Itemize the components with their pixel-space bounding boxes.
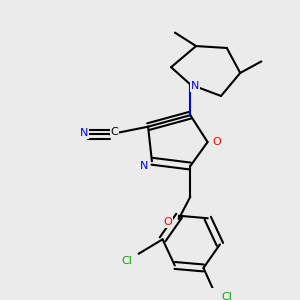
Text: N: N bbox=[140, 161, 148, 171]
Text: O: O bbox=[163, 217, 172, 227]
Text: Cl: Cl bbox=[122, 256, 133, 266]
Text: O: O bbox=[213, 137, 222, 147]
Text: Cl: Cl bbox=[221, 292, 232, 300]
Text: N: N bbox=[80, 128, 88, 138]
Text: C: C bbox=[111, 128, 119, 137]
Text: N: N bbox=[191, 81, 199, 92]
